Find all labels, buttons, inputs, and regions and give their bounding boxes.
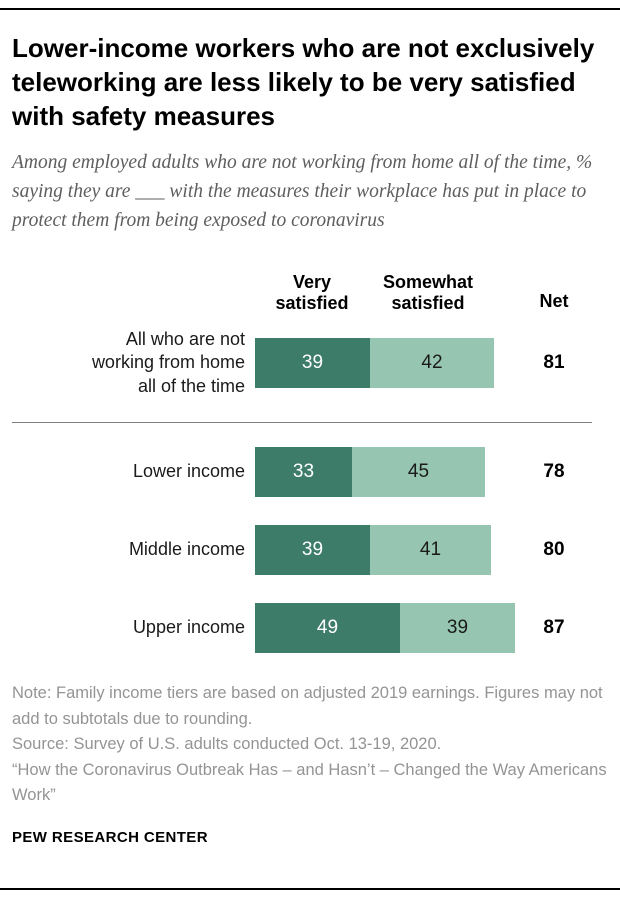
category-label: Middle income — [128, 539, 245, 560]
bottom-rule — [0, 888, 620, 890]
net-column-header: Net — [539, 290, 569, 311]
net-value: 81 — [543, 352, 565, 374]
chart-header-row: Very satisfied Somewhat satisfied Net — [12, 266, 608, 318]
report-title-text: “How the Coronavirus Outbreak Has – and … — [12, 760, 607, 805]
pew-research-center-wordmark: PEW RESEARCH CENTER — [12, 828, 208, 846]
legend-very-satisfied: Very satisfied — [275, 271, 349, 313]
bar-segment-somewhat-satisfied: 39 — [400, 603, 515, 654]
top-rule — [0, 8, 620, 10]
chart-row: All who are not working from home all of… — [12, 328, 608, 398]
note-text: Note: Family income tiers are based on a… — [12, 684, 603, 728]
category-label: All who are not working from home all of… — [91, 328, 245, 396]
bar-segment-very-satisfied: 39 — [255, 525, 370, 576]
chart-row: Upper income 49 39 87 — [12, 603, 608, 654]
content-area: Lower-income workers who are not exclusi… — [0, 10, 620, 870]
legend-somewhat-satisfied: Somewhat satisfied — [382, 271, 474, 313]
bar-segment-very-satisfied: 33 — [255, 447, 352, 498]
net-value: 87 — [543, 617, 565, 639]
bar-group: 33 45 — [255, 447, 523, 498]
chart-subtitle: Among employed adults who are not workin… — [12, 152, 593, 232]
bar-segment-somewhat-satisfied: 45 — [352, 447, 485, 498]
chart-title: Lower-income workers who are not exclusi… — [12, 33, 595, 131]
category-label: Upper income — [132, 617, 245, 638]
chart-notes: Note: Family income tiers are based on a… — [12, 681, 608, 809]
bar-group: 49 39 — [255, 603, 523, 654]
bar-segment-somewhat-satisfied: 41 — [370, 525, 491, 576]
bar-segment-somewhat-satisfied: 42 — [370, 338, 494, 389]
chart-row: Lower income 33 45 78 — [12, 447, 608, 498]
net-value: 78 — [543, 461, 565, 483]
bar-group: 39 41 — [255, 525, 523, 576]
bar-segment-very-satisfied: 49 — [255, 603, 400, 654]
chart-row: Middle income 39 41 80 — [12, 525, 608, 576]
divider-line — [12, 422, 592, 424]
bar-chart: Very satisfied Somewhat satisfied Net Al… — [12, 266, 608, 654]
column-headers: Very satisfied Somewhat satisfied — [255, 266, 523, 318]
bar-segment-very-satisfied: 39 — [255, 338, 370, 389]
bar-chart-rows: All who are not working from home all of… — [12, 328, 608, 654]
bar-group: 39 42 — [255, 338, 523, 389]
net-value: 80 — [543, 539, 565, 561]
category-label: Lower income — [132, 461, 245, 482]
source-text: Source: Survey of U.S. adults conducted … — [12, 735, 442, 754]
